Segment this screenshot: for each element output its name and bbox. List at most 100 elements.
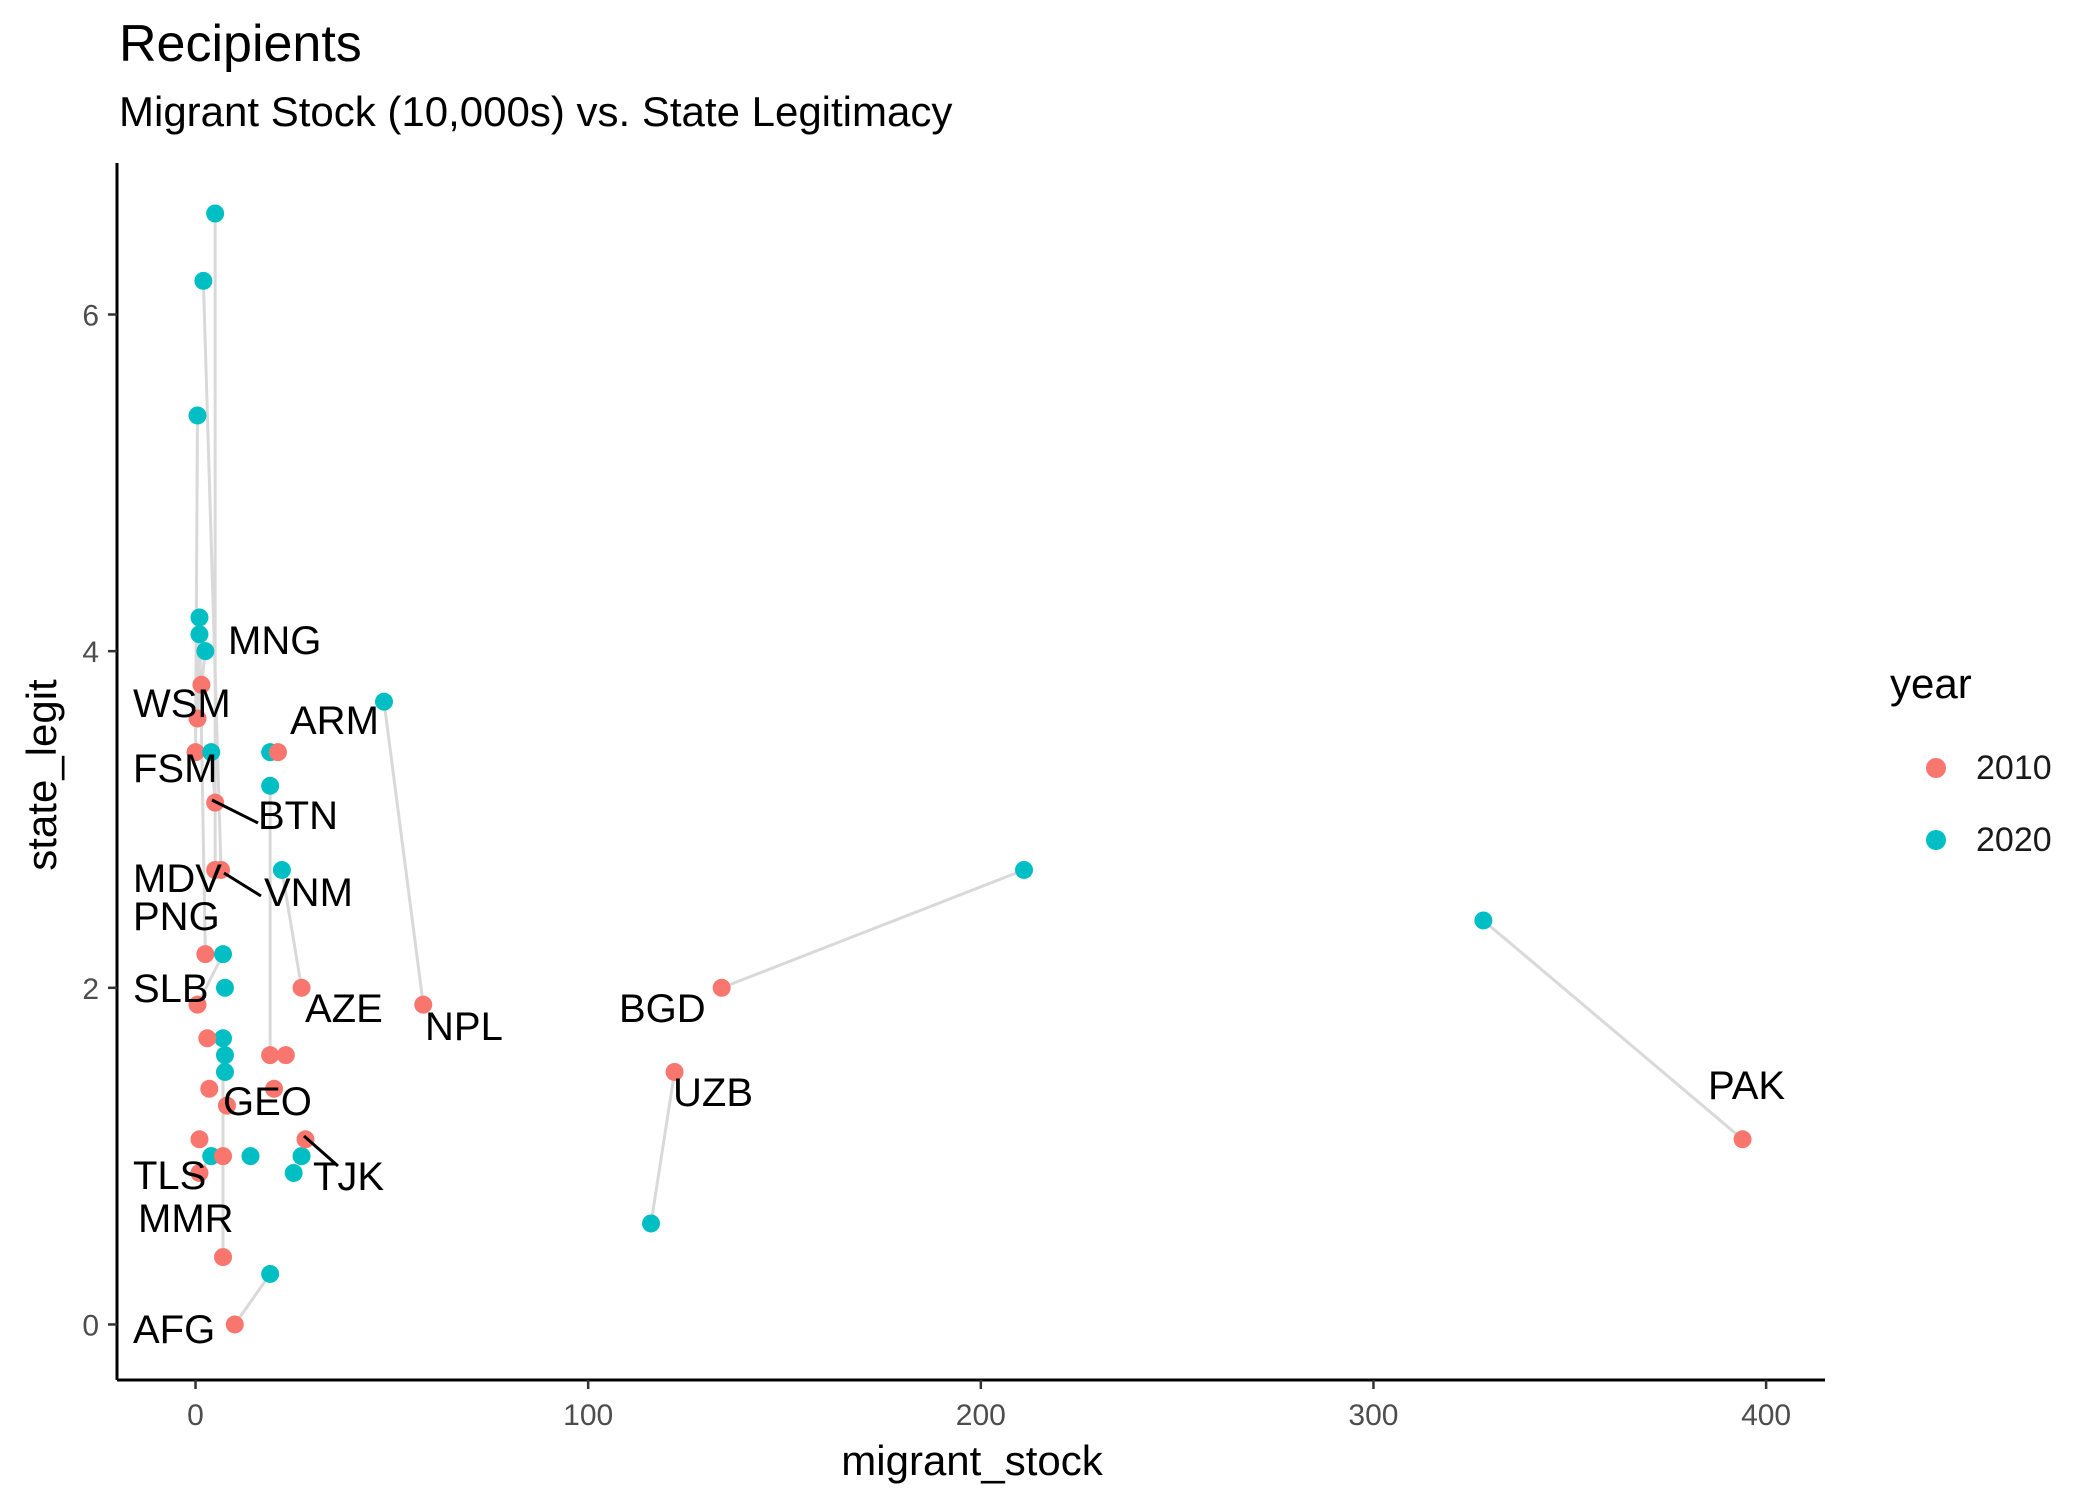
point-label-pak: PAK (1708, 1064, 1785, 1108)
point-label-wsm: WSM (133, 682, 231, 726)
point-2010 (217, 1096, 236, 1115)
point-label-mdv: MDV (133, 857, 222, 901)
point-2020 (214, 945, 233, 964)
point-2010 (196, 945, 215, 964)
label-leader-line (223, 871, 262, 898)
label-leader-line (303, 1134, 339, 1168)
x-axis-title: migrant_stock (841, 1437, 1103, 1484)
legend-item-2020: 2020 (1890, 804, 2052, 876)
point-2020 (284, 1163, 303, 1182)
point-2010 (186, 743, 205, 762)
point-labels: MNG WSM ARM FSM BTN MDV VNM PNG SLB AZE NPL BGD UZB P… (133, 619, 1785, 1352)
point-2010 (190, 1130, 209, 1149)
point-label-btn: BTN (258, 794, 338, 838)
x-tick-label: 0 (187, 1399, 204, 1432)
point-2010 (188, 709, 207, 728)
point-label-fsm: FSM (133, 747, 217, 791)
legend-swatch-2020 (1926, 830, 1946, 850)
point-2010 (276, 1046, 295, 1065)
point-2020 (190, 625, 209, 644)
label-leader-line (211, 798, 259, 825)
y-tick-label: 4 (82, 636, 99, 669)
point-2010 (261, 1046, 280, 1065)
point-label-slb: SLB (133, 967, 209, 1011)
point-label-afg: AFG (133, 1308, 215, 1352)
point-2010 (665, 1062, 684, 1081)
connector-line (194, 415, 199, 753)
point-2020 (215, 1046, 234, 1065)
connector-line (721, 868, 1025, 990)
chart-subtitle: Migrant Stock (10,000s) vs. State Legiti… (119, 88, 953, 135)
point-2010 (190, 1163, 209, 1182)
point-label-mmr: MMR (138, 1197, 234, 1241)
point-2020 (215, 1062, 234, 1081)
point-2020 (202, 743, 221, 762)
point-2020 (188, 406, 207, 425)
chart-title: Recipients (119, 15, 362, 73)
point-2020 (206, 204, 225, 223)
connector-line (196, 953, 225, 1006)
point-2020 (261, 776, 280, 795)
legend: year 2010 2020 (1890, 660, 2052, 876)
point-2020 (214, 1029, 233, 1048)
point-label-mng: MNG (228, 619, 321, 663)
data-points (186, 204, 1752, 1334)
legend-title: year (1890, 660, 1972, 707)
y-tick-label: 0 (82, 1309, 99, 1342)
point-label-bgd: BGD (619, 987, 706, 1031)
connector-line (233, 1273, 272, 1326)
point-2010 (712, 978, 731, 997)
legend-swatch-2010 (1926, 758, 1946, 778)
point-2010 (198, 1029, 217, 1048)
point-label-vnm: VNM (264, 871, 353, 915)
point-label-geo: GEO (223, 1080, 312, 1124)
connector-line (197, 617, 207, 955)
point-label-uzb: UZB (673, 1071, 753, 1115)
point-2010 (265, 1079, 284, 1098)
point-2010 (292, 978, 311, 997)
point-2010 (214, 1147, 233, 1166)
connector-line (1482, 919, 1744, 1141)
point-2020 (1474, 911, 1493, 930)
point-2010 (188, 995, 207, 1014)
axes: 0 100 200 300 400 0 2 4 6 (82, 163, 1825, 1432)
point-2020 (190, 608, 209, 627)
legend-item-2010: 2010 (1890, 732, 2052, 804)
point-label-png: PNG (133, 895, 220, 939)
point-label-tls: TLS (133, 1154, 206, 1198)
connector-line (382, 701, 425, 1005)
point-label-npl: NPL (425, 1005, 503, 1049)
x-tick-label: 300 (1348, 1399, 1398, 1432)
point-label-arm: ARM (290, 699, 379, 743)
connector-line (280, 869, 304, 989)
point-2020 (194, 271, 213, 290)
point-2020 (272, 860, 291, 879)
x-tick-label: 200 (956, 1399, 1006, 1432)
connector-lines (194, 213, 1744, 1326)
point-2020 (215, 978, 234, 997)
connector-line (201, 280, 223, 871)
point-label-tjk: TJK (313, 1155, 384, 1199)
point-2020 (292, 1147, 311, 1166)
point-2010 (268, 743, 287, 762)
point-2010 (192, 675, 211, 694)
point-2010 (214, 1248, 233, 1267)
point-2020 (1015, 860, 1034, 879)
point-2020 (241, 1147, 260, 1166)
legend-label-2010: 2010 (1976, 748, 2052, 787)
point-2020 (374, 692, 393, 711)
point-2020 (261, 1264, 280, 1283)
point-2010 (1733, 1130, 1752, 1149)
y-tick-label: 6 (82, 299, 99, 332)
point-2020 (196, 642, 215, 661)
y-axis-title: state_legit (18, 679, 65, 871)
legend-label-2020: 2020 (1976, 820, 2052, 859)
point-2010 (200, 1079, 219, 1098)
point-2010 (414, 995, 433, 1014)
y-tick-label: 2 (82, 973, 99, 1006)
point-label-aze: AZE (305, 987, 383, 1031)
x-tick-label: 100 (563, 1399, 613, 1432)
point-2020 (641, 1214, 660, 1233)
connector-line (649, 1071, 677, 1224)
